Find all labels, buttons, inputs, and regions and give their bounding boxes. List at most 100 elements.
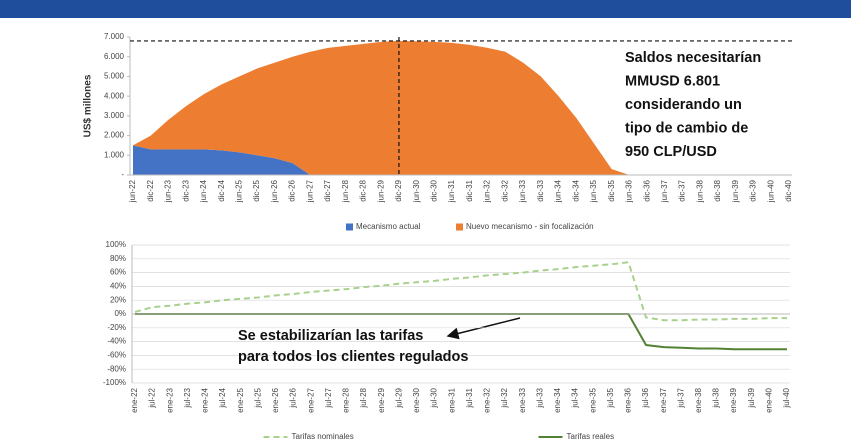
- x-tick-label: ene-40: [764, 387, 773, 412]
- x-tick-label: jul-38: [712, 387, 721, 408]
- x-tick-label: ene-32: [483, 387, 492, 412]
- legend-label: Nuevo mecanismo - sin focalización: [466, 222, 594, 231]
- y-tick-label: 6.000: [104, 52, 125, 61]
- legend-swatch: [346, 223, 353, 231]
- y-tick-label: 4.000: [104, 91, 125, 100]
- x-tick-label: jun-31: [447, 179, 456, 203]
- x-tick-label: dic-24: [217, 179, 226, 201]
- y-tick-label: 5.000: [104, 72, 125, 81]
- x-tick-label: dic-26: [288, 179, 297, 201]
- x-tick-label: ene-26: [271, 387, 280, 412]
- annotation: 950 CLP/USD: [625, 144, 717, 160]
- x-tick-label: jul-30: [430, 387, 439, 408]
- x-tick-label: ene-38: [694, 387, 703, 412]
- x-tick-label: jun-39: [731, 179, 740, 203]
- x-tick-label: jun-26: [270, 179, 279, 203]
- x-tick-label: ene-29: [377, 387, 386, 412]
- x-tick-label: dic-34: [571, 179, 580, 201]
- y-tick-label: -80%: [107, 364, 126, 373]
- x-tick-label: dic-33: [536, 179, 545, 201]
- annotation: Se estabilizarían las tarifas: [238, 328, 423, 344]
- x-tick-label: dic-39: [749, 179, 758, 201]
- x-tick-label: ene-25: [236, 387, 245, 412]
- x-tick-label: ene-24: [201, 387, 210, 412]
- x-tick-label: jul-23: [183, 387, 192, 408]
- legend-swatch: [456, 223, 463, 231]
- annotation: tipo de cambio de: [625, 120, 748, 136]
- x-tick-label: ene-30: [412, 387, 421, 412]
- x-tick-label: jun-32: [483, 179, 492, 203]
- header-band: [0, 0, 851, 18]
- y-tick-label: 20%: [110, 295, 126, 304]
- x-tick-label: jun-37: [660, 179, 669, 203]
- x-tick-label: dic-40: [784, 179, 793, 201]
- y-tick-label: 60%: [110, 268, 126, 277]
- area: [133, 145, 789, 175]
- x-tick-label: jun-35: [589, 179, 598, 203]
- x-tick-label: jul-40: [782, 387, 791, 408]
- x-tick-label: jul-29: [394, 387, 403, 408]
- x-tick-label: jun-27: [305, 179, 314, 203]
- x-tick-label: jul-32: [500, 387, 509, 408]
- y-tick-label: 7.000: [104, 32, 125, 41]
- x-tick-label: dic-31: [465, 179, 474, 201]
- annotation: Saldos necesitarían: [625, 50, 761, 66]
- y-tick-label: 0%: [114, 309, 126, 318]
- x-tick-label: ene-28: [342, 387, 351, 412]
- x-tick-label: jun-30: [412, 179, 421, 203]
- x-tick-label: dic-37: [678, 179, 687, 201]
- x-tick-label: jul-22: [148, 387, 157, 408]
- x-tick-label: jul-33: [535, 387, 544, 408]
- x-tick-label: dic-27: [323, 179, 332, 201]
- x-tick-label: dic-28: [359, 179, 368, 201]
- x-tick-label: dic-29: [394, 179, 403, 201]
- x-tick-label: jun-38: [695, 179, 704, 203]
- y-tick-label: 40%: [110, 282, 126, 291]
- x-tick-label: dic-30: [430, 179, 439, 201]
- area: [133, 40, 789, 175]
- x-tick-label: jul-27: [324, 387, 333, 408]
- y-tick-label: -20%: [107, 323, 126, 332]
- x-tick-label: jul-26: [289, 387, 298, 408]
- x-tick-label: dic-22: [146, 179, 155, 201]
- x-tick-label: jun-25: [234, 179, 243, 203]
- y-tick-label: -40%: [107, 337, 126, 346]
- y-axis-label: US$ millones: [83, 74, 94, 137]
- x-tick-label: jun-29: [376, 179, 385, 203]
- y-tick-label: 1.000: [104, 150, 125, 159]
- x-tick-label: dic-38: [713, 179, 722, 201]
- x-tick-label: dic-25: [252, 179, 261, 201]
- x-tick-label: dic-36: [642, 179, 651, 201]
- annotation: para todos los clientes regulados: [238, 349, 468, 365]
- line: [135, 313, 787, 351]
- x-tick-label: jun-23: [164, 179, 173, 203]
- x-tick-label: ene-34: [553, 387, 562, 412]
- x-tick-label: jul-36: [641, 387, 650, 408]
- x-tick-label: jul-34: [571, 387, 580, 408]
- x-tick-label: jul-25: [253, 387, 262, 408]
- x-tick-label: dic-35: [607, 179, 616, 201]
- x-tick-label: ene-31: [447, 387, 456, 412]
- x-tick-label: ene-23: [165, 387, 174, 412]
- x-tick-label: ene-33: [518, 387, 527, 412]
- annotation: considerando un: [625, 97, 742, 113]
- annotation: MMUSD 6.801: [625, 73, 720, 89]
- legend-label: Tarifas nominales: [292, 432, 354, 441]
- y-tick-label: -60%: [107, 351, 126, 360]
- x-tick-label: jul-39: [747, 387, 756, 408]
- y-tick-label: 80%: [110, 254, 126, 263]
- x-tick-label: jul-31: [465, 387, 474, 408]
- x-tick-label: ene-36: [624, 387, 633, 412]
- x-tick-label: dic-32: [500, 179, 509, 201]
- line: [134, 261, 787, 322]
- x-tick-label: jul-24: [218, 387, 227, 408]
- x-tick-label: jul-35: [606, 387, 615, 408]
- y-tick-label: -100%: [103, 378, 126, 387]
- legend-label: Tarifas reales: [567, 432, 615, 441]
- x-tick-label: jun-36: [625, 179, 634, 203]
- annotation-arrow: [446, 317, 521, 340]
- y-tick-label: -: [121, 170, 124, 179]
- x-tick-label: jun-33: [518, 179, 527, 203]
- y-tick-label: 100%: [106, 240, 126, 249]
